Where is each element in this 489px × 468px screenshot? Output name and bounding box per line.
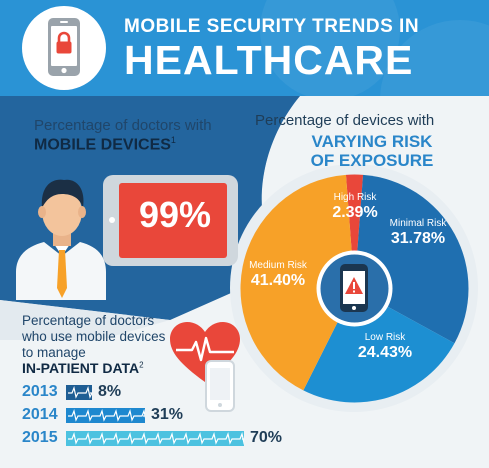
slice-name: Minimal Risk bbox=[389, 218, 447, 229]
doctors-value: 99% bbox=[138, 194, 212, 235]
bar-year-2013: 2013 bbox=[22, 383, 58, 400]
doctors-footnote: 1 bbox=[170, 135, 176, 145]
bar-year-2015: 2015 bbox=[22, 429, 58, 446]
risk-strong-line-1: VARYING RISK bbox=[311, 132, 433, 151]
doctors-label-strong: MOBILE DEVICES1 bbox=[34, 135, 176, 154]
inpatient-strong-text: IN-PATIENT DATA bbox=[22, 360, 140, 376]
slice-label-medium-risk: Medium Risk 41.40% bbox=[248, 260, 308, 290]
inpatient-label: Percentage of doctors who use mobile dev… bbox=[22, 313, 166, 360]
pulse-path bbox=[68, 385, 92, 399]
title-line-1: MOBILE SECURITY TRENDS IN bbox=[124, 16, 420, 37]
page-title: HEALTHCARE bbox=[124, 37, 414, 83]
doctors-strong-text: MOBILE DEVICES bbox=[34, 136, 171, 154]
bar-2014 bbox=[66, 408, 145, 423]
slice-name: High Risk bbox=[333, 192, 377, 203]
slice-value: 2.39% bbox=[332, 204, 378, 221]
doctor-icon bbox=[16, 179, 106, 300]
pulse-line bbox=[68, 385, 92, 399]
risk-label: Percentage of devices with bbox=[255, 112, 435, 129]
tablet-icon bbox=[103, 175, 238, 266]
pie-svg bbox=[240, 174, 469, 403]
risk-label-strong: VARYING RISK OF EXPOSURE bbox=[272, 132, 472, 170]
mobile-lock-icon bbox=[22, 6, 106, 90]
bar-value-2013: 8% bbox=[98, 383, 122, 400]
pulse-line bbox=[68, 431, 244, 445]
inpatient-label-strong: IN-PATIENT DATA2 bbox=[22, 360, 144, 376]
pie-slice-medium-risk bbox=[240, 174, 355, 391]
pulse-path bbox=[68, 408, 145, 422]
doctors-label: Percentage of doctors with bbox=[34, 117, 212, 134]
slice-name: Low Risk bbox=[364, 332, 406, 343]
bar-year-2014: 2014 bbox=[22, 406, 58, 423]
risk-pie-chart: High Risk 2.39% Minimal Risk 31.78% Low … bbox=[238, 172, 471, 405]
bar-value-2014: 31% bbox=[151, 406, 184, 423]
risk-strong-line-2: OF EXPOSURE bbox=[310, 151, 434, 170]
pulse-line bbox=[68, 408, 145, 422]
bar-2013 bbox=[66, 385, 92, 400]
slice-label-low-risk: Low Risk 24.43% bbox=[350, 332, 420, 362]
inpatient-footnote: 2 bbox=[139, 360, 144, 370]
pie-slice-high-risk bbox=[345, 174, 364, 289]
phone-warning-icon bbox=[340, 264, 368, 312]
slice-name: Medium Risk bbox=[249, 260, 307, 271]
slice-label-high-risk: High Risk 2.39% bbox=[320, 192, 390, 222]
slice-value: 31.78% bbox=[390, 230, 446, 247]
header: MOBILE SECURITY TRENDS IN HEALTHCARE bbox=[0, 0, 489, 96]
slice-value: 41.40% bbox=[250, 272, 306, 289]
slice-value: 24.43% bbox=[357, 344, 413, 361]
slice-label-minimal-risk: Minimal Risk 31.78% bbox=[386, 218, 450, 248]
header-decoration bbox=[260, 0, 400, 96]
bar-2015 bbox=[66, 431, 244, 446]
small-phone-icon bbox=[205, 360, 235, 412]
pulse-path bbox=[68, 431, 244, 445]
bar-value-2015: 70% bbox=[250, 429, 283, 446]
